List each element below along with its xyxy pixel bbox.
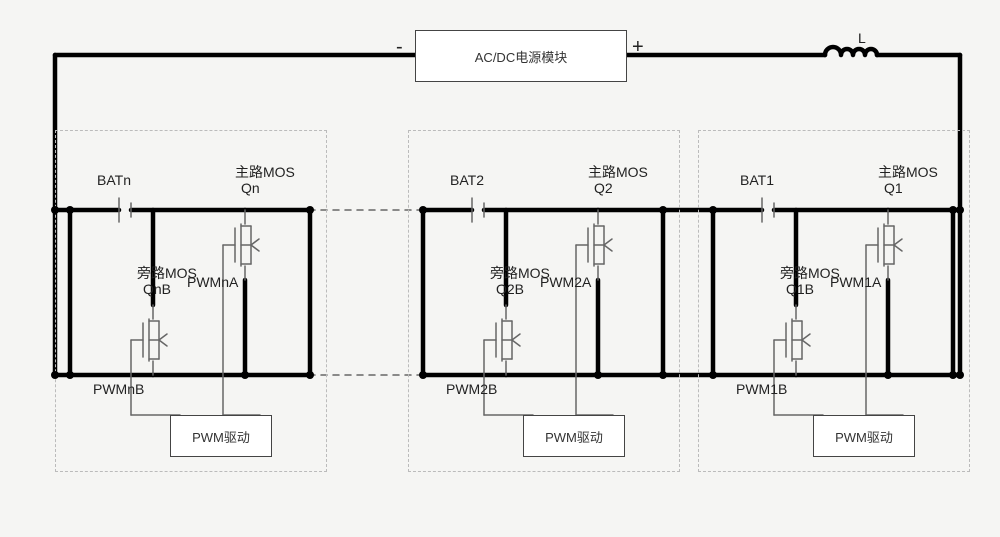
text-label: QnB — [143, 281, 171, 297]
text-label: 旁路MOS — [137, 263, 197, 283]
psu-box: AC/DC电源模块 — [415, 30, 627, 82]
text-label: BAT2 — [450, 172, 484, 188]
text-label: BAT1 — [740, 172, 774, 188]
junction-dot — [659, 371, 667, 379]
junction-dot — [956, 206, 964, 214]
text-label: 旁路MOS — [780, 263, 840, 283]
text-label: PWMnB — [93, 381, 144, 397]
text-label: PWM1B — [736, 381, 787, 397]
junction-dot — [66, 371, 74, 379]
junction-dot — [594, 371, 602, 379]
circuit-diagram: AC/DC电源模块 - + L PWM驱动BAT1主路MOSQ1PWM1A旁路M… — [0, 0, 1000, 537]
psu-plus: + — [632, 36, 644, 59]
pwm-driver-box: PWM驱动 — [813, 415, 915, 457]
junction-dot — [709, 371, 717, 379]
junction-dot — [306, 206, 314, 214]
junction-dot — [51, 371, 59, 379]
junction-dot — [419, 206, 427, 214]
text-label: BATn — [97, 172, 131, 188]
psu-label: AC/DC电源模块 — [475, 47, 567, 66]
junction-dot — [884, 371, 892, 379]
text-label: 主路MOS — [878, 162, 938, 182]
psu-minus: - — [396, 36, 403, 59]
text-label: Q1B — [786, 281, 814, 297]
text-label: Qn — [241, 180, 260, 196]
text-label: Q2 — [594, 180, 613, 196]
junction-dot — [419, 371, 427, 379]
junction-dot — [659, 206, 667, 214]
text-label: 主路MOS — [588, 162, 648, 182]
junction-dot — [956, 371, 964, 379]
text-label: 旁路MOS — [490, 263, 550, 283]
text-label: 主路MOS — [235, 162, 295, 182]
text-label: Q1 — [884, 180, 903, 196]
junction-dot — [306, 371, 314, 379]
inductor-label: L — [858, 30, 866, 46]
pwm-driver-box: PWM驱动 — [170, 415, 272, 457]
junction-dot — [709, 206, 717, 214]
text-label: PWM2B — [446, 381, 497, 397]
junction-dot — [51, 206, 59, 214]
junction-dot — [66, 206, 74, 214]
junction-dot — [241, 371, 249, 379]
pwm-driver-box: PWM驱动 — [523, 415, 625, 457]
text-label: Q2B — [496, 281, 524, 297]
